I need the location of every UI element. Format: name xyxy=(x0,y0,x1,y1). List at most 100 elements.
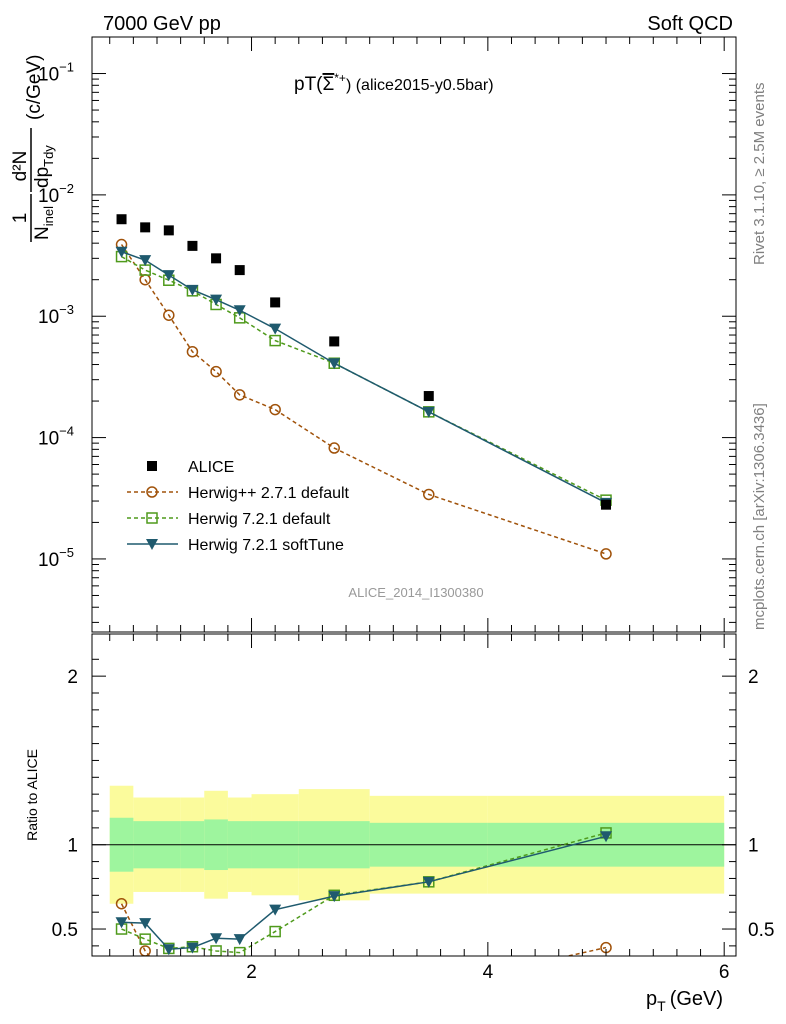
point-herwig721-6 xyxy=(269,334,281,347)
point-herwigpp-2 xyxy=(163,309,175,321)
point-alice-5 xyxy=(234,265,245,276)
point-alice-9 xyxy=(601,499,612,510)
legend-entry-herwigpp: Herwig++ 2.7.1 default xyxy=(127,485,350,502)
ratio-line-softtune xyxy=(121,835,607,951)
title-symbol: Σ xyxy=(323,74,335,95)
ratio-point-softtune-9 xyxy=(600,831,613,843)
point-softtune-0 xyxy=(115,246,128,258)
main-ytick-base-2: 10 xyxy=(38,307,59,328)
legend-entry-alice: ALICE xyxy=(147,459,234,476)
ratio-point-herwig721-6 xyxy=(269,925,281,938)
beam-label: 7000 GeV pp xyxy=(103,13,221,35)
point-herwigpp-7 xyxy=(328,442,340,454)
ratio-point-softtune-0 xyxy=(115,917,128,929)
ratio-point-softtune-6 xyxy=(269,904,282,916)
ratio-point-herwigpp-3 xyxy=(187,986,197,996)
ratio-point-herwig721-5 xyxy=(233,946,246,956)
xtick-label-1: 4 xyxy=(483,962,494,983)
ratio-point-softtune-2 xyxy=(162,944,175,956)
ylabel-dp-letters: dp xyxy=(32,167,53,188)
point-softtune-5 xyxy=(233,305,246,317)
ratio-point-herwig721-1 xyxy=(139,933,151,945)
ratio-frame xyxy=(91,633,737,957)
main-panel: 10−510−410−310−210−1 ALICE_2014_I1300380… xyxy=(10,36,737,633)
ratio-ytick-label-right-2: 2 xyxy=(748,667,759,688)
legend-marker-alice xyxy=(147,461,157,471)
ratio-ytick-label-2: 2 xyxy=(67,667,78,688)
main-ytick-base-4: 10 xyxy=(38,65,59,86)
ratio-point-herwigpp-6 xyxy=(270,986,280,996)
point-herwigpp-6 xyxy=(269,403,281,416)
ratio-ytick-label-0: 0.5 xyxy=(52,920,78,941)
legend-label-herwig721: Herwig 7.2.1 default xyxy=(188,511,331,528)
ratio-panel: 0.5 0.5 1 1 2 2 2 4 6 Ratio to ALICE pT (GeV) xyxy=(24,633,774,1014)
point-softtune-2 xyxy=(162,270,175,282)
series-line-softtune xyxy=(121,251,607,504)
series-line-herwig721 xyxy=(121,255,607,501)
point-alice-0 xyxy=(116,214,127,225)
point-alice-8 xyxy=(423,391,434,402)
ratio-line-herwigpp xyxy=(120,903,607,956)
xlabel-p: p xyxy=(646,988,657,1010)
legend: ALICE Herwig++ 2.7.1 default Herwig 7.2.1 … xyxy=(127,459,350,554)
ratio-point-herwigpp-4 xyxy=(211,989,221,999)
ratio-point-herwigpp-8 xyxy=(424,982,434,992)
main-ytick-base-3: 10 xyxy=(38,186,59,207)
process-label: Soft QCD xyxy=(647,13,733,35)
ratio-point-softtune-4 xyxy=(210,933,223,945)
point-alice-4 xyxy=(211,253,222,264)
analysis-id-watermark: ALICE_2014_I1300380 xyxy=(348,585,483,600)
legend-entry-herwig721: Herwig 7.2.1 default xyxy=(127,511,331,528)
main-y-axis-label: 1 Ninel d²N dpTdy (c/GeV) xyxy=(10,55,56,242)
main-ytick-label-4: 10−1 xyxy=(38,60,74,86)
xlabel-unit: (GeV) xyxy=(670,988,723,1010)
series-alice xyxy=(116,214,612,510)
legend-label-herwigpp: Herwig++ 2.7.1 default xyxy=(188,485,350,502)
xtick-label-0: 2 xyxy=(246,962,257,983)
ylabel-dn: d²N xyxy=(10,151,31,182)
ratio-y-axis-label: Ratio to ALICE xyxy=(24,749,40,841)
xlabel-t: T xyxy=(657,998,666,1014)
ratio-point-softtune-3 xyxy=(186,942,199,954)
point-herwigpp-9 xyxy=(600,548,612,560)
point-alice-3 xyxy=(187,240,198,251)
ratio-plot-area xyxy=(92,785,736,1002)
main-ytick-label-3: 10−2 xyxy=(38,181,74,207)
series-line-herwigpp xyxy=(120,244,607,555)
ratio-point-softtune-1 xyxy=(139,918,152,930)
point-herwigpp-3 xyxy=(186,345,199,358)
ratio-axis-ticks: 0.5 0.5 1 1 2 2 2 4 6 xyxy=(52,634,774,983)
point-softtune-1 xyxy=(139,255,152,267)
ratio-point-herwigpp-5 xyxy=(235,992,245,1002)
legend-label-softtune: Herwig 7.2.1 softTune xyxy=(188,537,344,554)
legend-marker-herwigpp xyxy=(146,486,158,498)
ratio-series-herwigpp xyxy=(115,897,612,1002)
main-plot-area xyxy=(115,214,613,560)
ratio-point-herwigpp-0 xyxy=(115,897,128,910)
ratio-point-softtune-5 xyxy=(233,934,246,946)
series-herwigpp xyxy=(115,238,612,560)
main-clipped-series xyxy=(115,214,613,560)
main-ytick-exp-1: −4 xyxy=(59,424,74,439)
main-ytick-exp-3: −2 xyxy=(59,181,74,196)
point-softtune-8 xyxy=(422,406,435,418)
main-ytick-label-1: 10−4 xyxy=(38,424,74,450)
point-softtune-3 xyxy=(186,284,199,296)
ylabel-n: Ninel xyxy=(32,206,56,240)
main-ytick-label-0: 10−5 xyxy=(38,545,74,571)
rivet-version-label: Rivet 3.1.10, ≥ 2.5M events xyxy=(751,83,768,266)
main-ytick-exp-0: −5 xyxy=(59,545,74,560)
legend-entry-softtune: Herwig 7.2.1 softTune xyxy=(127,537,344,554)
ylabel-one: 1 xyxy=(10,213,31,224)
ylabel-dp: dpTdy xyxy=(32,145,56,188)
title-tail: ) (alice2015-y0.5bar) xyxy=(346,77,494,94)
ratio-ytick-label-right-0: 0.5 xyxy=(748,920,774,941)
mcplots-label: mcplots.cern.ch [arXiv:1306.3436] xyxy=(751,403,768,630)
main-ytick-base-1: 10 xyxy=(38,429,59,450)
title-main: pT( xyxy=(294,74,323,95)
ratio-point-softtune-7 xyxy=(328,891,341,903)
ylabel-n-letter: N xyxy=(32,226,53,240)
point-softtune-7 xyxy=(328,358,341,370)
point-herwigpp-4 xyxy=(210,365,222,378)
